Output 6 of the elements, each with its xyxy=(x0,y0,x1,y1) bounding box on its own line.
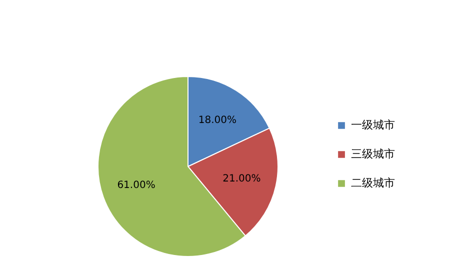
data-label: 61.00% xyxy=(117,180,156,192)
legend-label: 三级城市 xyxy=(351,148,395,160)
legend-label: 二级城市 xyxy=(351,176,395,190)
data-label: 18.00% xyxy=(198,115,237,126)
data-label: 21.00% xyxy=(222,174,261,184)
legend-label: 一级城市 xyxy=(351,118,395,132)
